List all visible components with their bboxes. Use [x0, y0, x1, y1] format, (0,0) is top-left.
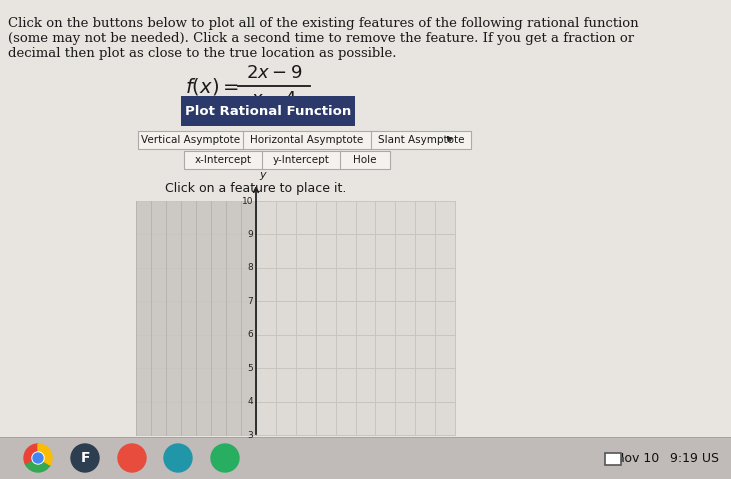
- Circle shape: [33, 453, 43, 463]
- Text: 4: 4: [247, 397, 253, 406]
- Text: (some may not be needed). Click a second time to remove the feature. If you get : (some may not be needed). Click a second…: [8, 32, 634, 45]
- FancyBboxPatch shape: [181, 96, 355, 126]
- Text: 6: 6: [247, 330, 253, 339]
- Text: 5: 5: [247, 364, 253, 373]
- Circle shape: [211, 444, 239, 472]
- Wedge shape: [38, 444, 52, 465]
- Text: 7: 7: [247, 297, 253, 306]
- FancyBboxPatch shape: [256, 201, 455, 435]
- Text: 9: 9: [247, 230, 253, 239]
- Text: decimal then plot as close to the true location as possible.: decimal then plot as close to the true l…: [8, 47, 396, 60]
- FancyBboxPatch shape: [0, 0, 731, 437]
- FancyBboxPatch shape: [138, 131, 471, 149]
- Text: Nov 10: Nov 10: [615, 452, 659, 465]
- FancyBboxPatch shape: [0, 437, 731, 479]
- Text: $2x-9$: $2x-9$: [246, 64, 302, 82]
- Wedge shape: [24, 444, 38, 465]
- Circle shape: [71, 444, 99, 472]
- Text: y: y: [259, 170, 265, 180]
- Wedge shape: [26, 458, 50, 472]
- Circle shape: [118, 444, 146, 472]
- Text: $x-4$: $x-4$: [251, 90, 297, 108]
- FancyBboxPatch shape: [621, 457, 624, 462]
- Text: Hole: Hole: [353, 155, 376, 165]
- Text: Click on a feature to place it.: Click on a feature to place it.: [165, 182, 346, 195]
- Text: 9:19 US: 9:19 US: [670, 452, 719, 465]
- Text: Slant Asymptote: Slant Asymptote: [378, 135, 464, 145]
- Text: Vertical Asymptote: Vertical Asymptote: [141, 135, 240, 145]
- Text: F: F: [80, 451, 90, 465]
- FancyBboxPatch shape: [184, 151, 390, 169]
- Text: y-Intercept: y-Intercept: [273, 155, 330, 165]
- FancyBboxPatch shape: [136, 201, 256, 435]
- Text: Click on the buttons below to plot all of the existing features of the following: Click on the buttons below to plot all o…: [8, 17, 639, 30]
- Text: x-Intercept: x-Intercept: [194, 155, 251, 165]
- Text: 10: 10: [241, 196, 253, 205]
- Text: 8: 8: [247, 263, 253, 273]
- Text: $f(x)=$: $f(x)=$: [185, 76, 239, 96]
- Text: Plot Rational Function: Plot Rational Function: [185, 104, 351, 117]
- Text: 3: 3: [247, 431, 253, 440]
- FancyBboxPatch shape: [605, 453, 621, 465]
- Text: Horizontal Asymptote: Horizontal Asymptote: [251, 135, 363, 145]
- Circle shape: [164, 444, 192, 472]
- Circle shape: [32, 452, 44, 464]
